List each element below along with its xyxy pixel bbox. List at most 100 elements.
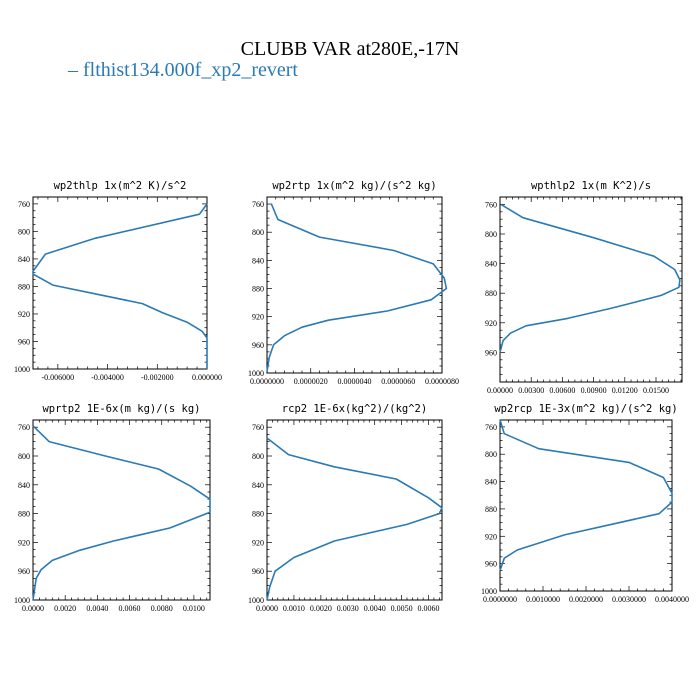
series-line [266,203,448,372]
y-tick-label: 840 [485,478,497,487]
y-tick-label: 800 [485,230,497,239]
panel-5: rcp2 1E-6x(kg^2)/(kg^2) 760 800 840 880 920 96… [248,403,443,613]
y-tick-label: 840 [18,481,30,490]
panel-title: wp2rtp 1x(m^2 kg)/(s^2 kg) [272,180,436,192]
series-line [32,203,208,369]
x-tick-label: 0.0060 [418,604,440,613]
panel-4: wprtp2 1E-6x(m kg)/(s kg) 760 800 840 880 920… [14,403,211,613]
x-tick-label: 0.0000040 [338,377,372,386]
y-tick-label: 760 [485,200,497,209]
plot-frame [32,419,211,601]
panel-title: wp2thlp 1x(m^2 K)/s^2 [54,180,187,192]
x-tick-label: 0.0000000 [483,595,517,604]
x-tick-label: 0.0040 [86,604,108,613]
y-tick-label: 800 [18,452,30,461]
y-tick-label: 880 [18,510,30,519]
y-tick-label: 880 [252,285,264,294]
y-tick-label: 920 [252,313,264,322]
y-tick-label: 840 [485,260,497,269]
panel-title: wpthlp2 1x(m K^2)/s [531,180,651,192]
series-line [32,425,211,601]
y-tick-label: 1000 [481,587,497,596]
y-tick-label: 920 [485,532,497,541]
y-tick-label: 1000 [248,596,264,605]
legend-swatch: – [68,59,78,81]
panel-1: wp2thlp 1x(m^2 K)/s^2 760 800 840 880 920 960 1… [14,180,222,382]
series-line [499,419,673,571]
x-tick-label: 0.0030000 [612,595,646,604]
series-line [266,437,443,601]
plot-frame [266,419,443,601]
panel-2: wp2rtp 1x(m^2 kg)/(s^2 kg) 760 800 840 880 92… [248,180,459,386]
page-title: CLUBB VAR at280E,-17N [240,38,460,60]
x-tick-label: 0.00600 [549,386,575,395]
y-tick-label: 840 [252,256,264,265]
x-tick-label: 0.00300 [518,386,544,395]
x-tick-label: -0.006000 [42,373,75,382]
plot-frame [32,196,208,370]
plot-frame [499,196,683,383]
y-tick-label: 880 [485,505,497,514]
y-tick-label: 920 [18,310,30,319]
y-tick-label: 840 [18,255,30,264]
y-tick-label: 800 [485,450,497,459]
x-tick-label: 0.0030 [337,604,359,613]
y-tick-label: 880 [18,282,30,291]
x-tick-label: 0.01200 [612,386,638,395]
panel-3: wpthlp2 1x(m K^2)/s 760 800 840 880 920 960 0.0… [485,180,683,395]
y-tick-label: 1000 [14,596,30,605]
x-tick-label: 0.0010000 [526,595,560,604]
y-tick-label: 1000 [14,365,30,374]
legend: – flthist134.000f_xp2_revert [68,59,298,82]
panel-title: rcp2 1E-6x(kg^2)/(kg^2) [282,403,427,415]
panel-6: wp2rcp 1E-3x(m^2 kg)/(s^2 kg) 760 800 840 88… [481,403,689,604]
x-tick-label: 0.0010 [283,604,305,613]
x-tick-label: 0.0000 [256,604,278,613]
y-tick-label: 760 [18,423,30,432]
x-tick-label: 0.0060 [119,604,141,613]
y-tick-label: 960 [252,341,264,350]
panel-title: wprtp2 1E-6x(m kg)/(s kg) [42,403,200,415]
y-tick-label: 880 [485,289,497,298]
x-tick-label: 0.0040000 [655,595,689,604]
x-tick-label: -0.004000 [91,373,124,382]
x-tick-label: 0.000000 [192,373,222,382]
series-line [499,203,681,353]
x-tick-label: -0.002000 [141,373,174,382]
x-tick-label: 0.0000000 [250,377,284,386]
y-tick-label: 920 [252,538,264,547]
x-tick-label: 0.00000 [487,386,513,395]
panel-title: wp2rcp 1E-3x(m^2 kg)/(s^2 kg) [494,403,677,415]
y-tick-label: 800 [18,227,30,236]
x-tick-label: 0.0100 [183,604,205,613]
y-tick-label: 960 [18,567,30,576]
y-tick-label: 960 [485,560,497,569]
x-tick-label: 0.0050 [391,604,413,613]
y-tick-label: 800 [252,228,264,237]
y-tick-label: 880 [252,510,264,519]
x-tick-label: 0.01500 [643,386,669,395]
y-tick-label: 960 [485,348,497,357]
y-tick-label: 760 [18,200,30,209]
x-tick-label: 0.0020 [310,604,332,613]
plot-frame [499,419,673,592]
x-tick-label: 0.0020 [54,604,76,613]
x-tick-label: 0.0000 [22,604,44,613]
x-tick-label: 0.0080 [151,604,173,613]
y-tick-label: 760 [485,423,497,432]
x-tick-label: 0.0020000 [569,595,603,604]
y-tick-label: 840 [252,481,264,490]
y-tick-label: 920 [485,319,497,328]
x-tick-label: 0.0040 [364,604,386,613]
x-tick-label: 0.0000080 [425,377,459,386]
x-tick-label: 0.0000060 [381,377,415,386]
y-tick-label: 1000 [248,369,264,378]
y-tick-label: 760 [252,423,264,432]
y-tick-label: 960 [18,337,30,346]
y-tick-label: 800 [252,452,264,461]
y-tick-label: 920 [18,538,30,547]
y-tick-label: 960 [252,567,264,576]
x-tick-label: 0.0000020 [294,377,328,386]
legend-entry: flthist134.000f_xp2_revert [83,59,298,81]
